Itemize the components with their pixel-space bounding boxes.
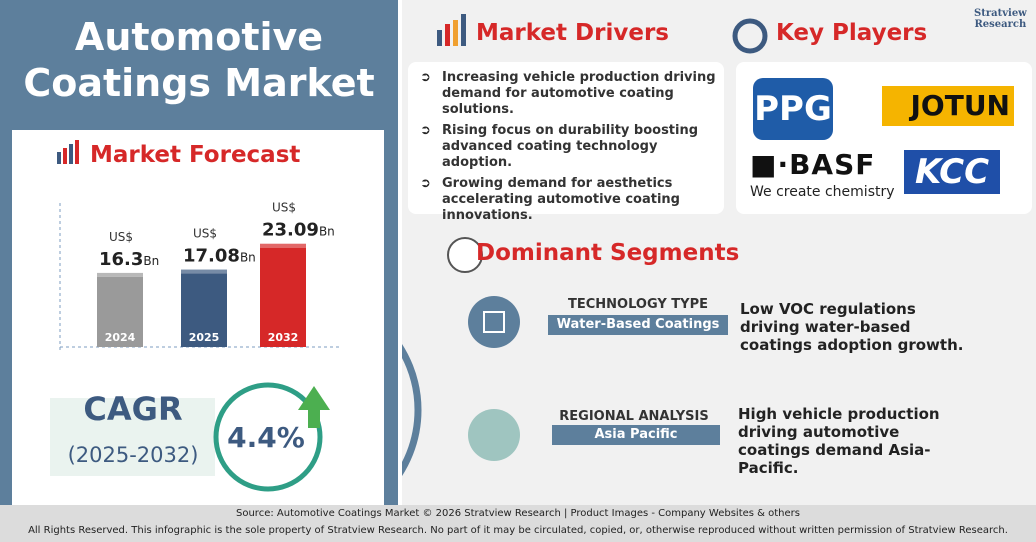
cagr-period: (2025-2032): [68, 443, 199, 467]
cagr-ring: [213, 382, 323, 492]
footer: Source: Automotive Coatings Market © 202…: [0, 505, 1036, 542]
tech-icon: [468, 296, 520, 348]
cagr-label: CAGR: [83, 390, 182, 428]
segment-description: Low VOC regulations driving water-based …: [740, 300, 964, 354]
graphics: CAGR (2025-2032) 4.4% 2024US$16.3Bn2025U…: [50, 0, 768, 505]
value-label: 17.08: [183, 246, 240, 267]
bar-category: 2032: [268, 331, 299, 344]
logo-basf: ■·BASF: [750, 148, 876, 181]
players-title: Key Players: [776, 20, 928, 46]
bar-top: [97, 272, 143, 277]
players-icon: [732, 18, 768, 54]
bar-category: 2025: [189, 331, 220, 344]
value-label: 23.09: [262, 220, 319, 241]
segments-title: Dominant Segments: [476, 240, 740, 266]
logo-kcc: KCC: [904, 150, 1000, 194]
bar: [181, 273, 227, 347]
drivers-icon: [437, 14, 466, 46]
value-label-group: 17.08Bn: [183, 246, 256, 267]
logo-ppg: PPG: [753, 78, 833, 140]
source: Source: Automotive Coatings Market © 202…: [236, 508, 800, 519]
bar-top: [181, 269, 227, 274]
value-label-group: 23.09Bn: [262, 220, 335, 241]
bar: [97, 276, 143, 347]
value-label-group: 16.3Bn: [99, 249, 159, 270]
rights: All Rights Reserved. This infographic is…: [28, 525, 1008, 536]
currency-label: US$: [193, 227, 217, 241]
unit-label: Bn: [143, 254, 159, 268]
driver-item: Increasing vehicle production driving de…: [416, 70, 718, 118]
currency-label: US$: [272, 201, 296, 215]
segment-heading: REGIONAL ANALYSIS: [559, 409, 709, 424]
players-box: PPG JOTUN ■·BASF We create chemistry KCC: [736, 62, 1032, 214]
brand-sub: Research: [974, 19, 1027, 30]
divider: [398, 0, 402, 505]
unit-label: Bn: [240, 251, 256, 265]
segment-label: Asia Pacific: [552, 425, 720, 445]
segment-description: High vehicle production driving automoti…: [738, 405, 940, 477]
brand-name: Stratview: [974, 8, 1027, 19]
segment-label: Water-Based Coatings: [548, 315, 728, 335]
bar-category: 2024: [105, 331, 136, 344]
driver-item: Rising focus on durability boosting adva…: [416, 123, 718, 171]
drivers-box: Increasing vehicle production driving de…: [408, 62, 724, 223]
up-arrow: [298, 386, 330, 428]
logo-jotun: JOTUN: [882, 86, 1014, 126]
unit-label: Bn: [319, 225, 335, 239]
cagr-value: 4.4%: [227, 421, 305, 454]
segment-heading: TECHNOLOGY TYPE: [568, 297, 708, 312]
bar: [260, 247, 306, 347]
logo-basf-text: BASF: [789, 148, 876, 181]
forecast-icon: [57, 140, 79, 164]
drivers-title: Market Drivers: [476, 20, 669, 46]
brand: Stratview Research: [974, 8, 1027, 30]
bar-top: [260, 243, 306, 248]
title: Automotive Coatings Market: [23, 15, 375, 105]
value-label: 16.3: [99, 249, 143, 270]
cagr-bg: [50, 398, 215, 476]
region-icon: [468, 409, 520, 461]
segments-icon: [447, 237, 483, 273]
forecast-title: Market Forecast: [90, 142, 301, 168]
currency-label: US$: [109, 230, 133, 244]
driver-item: Growing demand for aesthetics accelerati…: [416, 176, 718, 224]
logo-basf-tagline: We create chemistry: [750, 184, 895, 200]
drivers-list: Increasing vehicle production driving de…: [416, 70, 718, 224]
